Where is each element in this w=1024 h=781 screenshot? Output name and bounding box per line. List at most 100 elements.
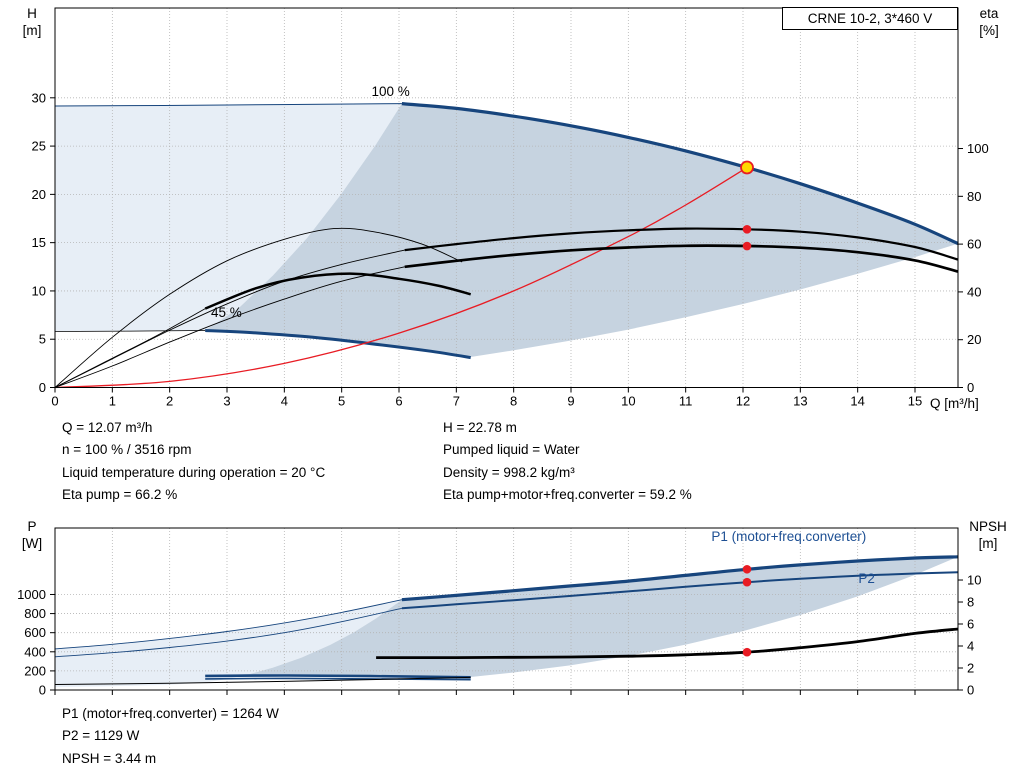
svg-text:7: 7 [453, 394, 460, 409]
svg-text:5: 5 [338, 394, 345, 409]
svg-text:14: 14 [850, 394, 864, 409]
p1-100 [401, 555, 959, 602]
svg-text:400: 400 [24, 644, 46, 659]
svg-text:5: 5 [39, 332, 46, 347]
svg-text:800: 800 [24, 606, 46, 621]
pump-title: CRNE 10-2, 3*460 V [782, 7, 958, 30]
eta-pump-point [742, 224, 752, 234]
npsh-curve [376, 627, 959, 660]
power-area-dark [205, 556, 958, 677]
result-h: H = 22.78 m [443, 420, 517, 435]
svg-text:11: 11 [679, 394, 693, 409]
svg-text:10: 10 [32, 283, 46, 298]
svg-text:6: 6 [967, 617, 974, 632]
p2-45 [205, 677, 471, 681]
npsh-point [742, 647, 752, 657]
svg-text:4: 4 [281, 394, 288, 409]
power-npsh-chart-frame [54, 527, 959, 691]
svg-text:100: 100 [967, 141, 989, 156]
p-axis-label: P [W] [10, 518, 54, 552]
eta-pump-100 [404, 227, 959, 261]
h-axis-unit: [m] [22, 23, 42, 38]
eta-total-45-thin [54, 308, 206, 388]
npsh-low-line [54, 676, 471, 685]
svg-text:8: 8 [510, 394, 517, 409]
svg-text:15: 15 [908, 394, 922, 409]
results-top-right: H = 22.78 m Pumped liquid = Water Densit… [443, 417, 692, 507]
svg-text:12: 12 [736, 394, 750, 409]
p1-45 [205, 674, 471, 679]
result-p2: P2 = 1129 W [62, 728, 140, 744]
operating-area-dark [205, 103, 958, 357]
hq-eta-chart-frame [54, 7, 959, 388]
results-bottom: P1 (motor+freq.converter) = 1264 W P2 = … [62, 703, 279, 770]
p-axis-unit: [W] [21, 536, 43, 551]
svg-text:0: 0 [39, 380, 46, 395]
svg-text:13: 13 [793, 394, 807, 409]
svg-text:30: 30 [32, 90, 46, 105]
result-liquid-temp: Liquid temperature during operation = 20… [62, 464, 326, 480]
speed-45-label: 45 % [211, 305, 242, 320]
svg-text:40: 40 [967, 284, 981, 299]
q-axis-label: Q [m³/h] [930, 396, 979, 411]
eta-total-45 [204, 272, 472, 310]
svg-text:15: 15 [32, 235, 46, 250]
curve-45pct [205, 329, 471, 360]
duty-point[interactable] [740, 160, 754, 175]
result-eta-pump: Eta pump = 66.2 % [62, 487, 178, 503]
svg-text:1: 1 [109, 394, 116, 409]
npsh-axis-symbol: NPSH [969, 519, 1007, 534]
p2-min-flow-line [54, 607, 402, 658]
power-npsh-chart: 0 200 400 600 800 1000 0 2 4 6 8 10 P1 (motor+freq.c… [17, 527, 981, 698]
eta-axis-unit: [%] [979, 23, 999, 38]
envelope-top-line [54, 103, 402, 107]
result-speed: n = 100 % / 3516 rpm [62, 442, 192, 458]
svg-text:0: 0 [967, 683, 974, 698]
power-area-light [55, 599, 402, 688]
svg-text:8: 8 [967, 595, 974, 610]
p2-point [742, 577, 752, 587]
speed-100-label: 100 % [371, 84, 409, 99]
power-npsh-chart-ticks [50, 579, 963, 695]
results-top-left: Q = 12.07 m³/h n = 100 % / 3516 rpm Liqu… [62, 417, 325, 507]
result-density: Density = 998.2 kg/m³ [443, 464, 575, 480]
svg-text:80: 80 [967, 189, 981, 204]
svg-text:2: 2 [967, 661, 974, 676]
result-eta-total: Eta pump+motor+freq.converter = 59.2 % [443, 487, 692, 503]
svg-text:600: 600 [24, 625, 46, 640]
p2-100 [401, 571, 959, 610]
eta-total-100 [404, 244, 959, 273]
power-npsh-chart-tick-labels: 0 200 400 600 800 1000 0 2 4 6 8 10 [17, 573, 981, 698]
hq-eta-chart-grid [55, 8, 958, 388]
npsh-axis-label: NPSH [m] [958, 518, 1018, 552]
svg-text:200: 200 [24, 663, 46, 678]
p2-label: P2 [858, 571, 875, 586]
p1-label: P1 (motor+freq.converter) [711, 529, 866, 544]
eta-pump-45 [54, 227, 463, 388]
h-axis-symbol: H [27, 6, 37, 21]
system-curve [54, 166, 748, 389]
npsh-axis-unit: [m] [978, 536, 998, 551]
hq-eta-chart-ticks [50, 97, 963, 393]
svg-text:1000: 1000 [17, 587, 46, 602]
svg-text:10: 10 [967, 573, 981, 588]
svg-text:6: 6 [395, 394, 402, 409]
result-npsh: NPSH = 3.44 m [62, 750, 157, 766]
operating-area-light [55, 103, 402, 332]
result-q: Q = 12.07 m³/h [62, 420, 153, 435]
result-p1: P1 (motor+freq.converter) = 1264 W [62, 706, 279, 721]
result-pumped-liquid: Pumped liquid = Water [443, 442, 580, 458]
curve-100pct [401, 102, 959, 246]
svg-text:9: 9 [567, 394, 574, 409]
p1-min-flow-line [54, 599, 402, 650]
eta-axis-symbol: eta [979, 6, 999, 21]
svg-text:60: 60 [967, 237, 981, 252]
svg-text:10: 10 [621, 394, 635, 409]
power-npsh-chart-grid [55, 528, 958, 690]
svg-text:4: 4 [967, 639, 974, 654]
eta-axis-label: eta [%] [966, 5, 1012, 39]
